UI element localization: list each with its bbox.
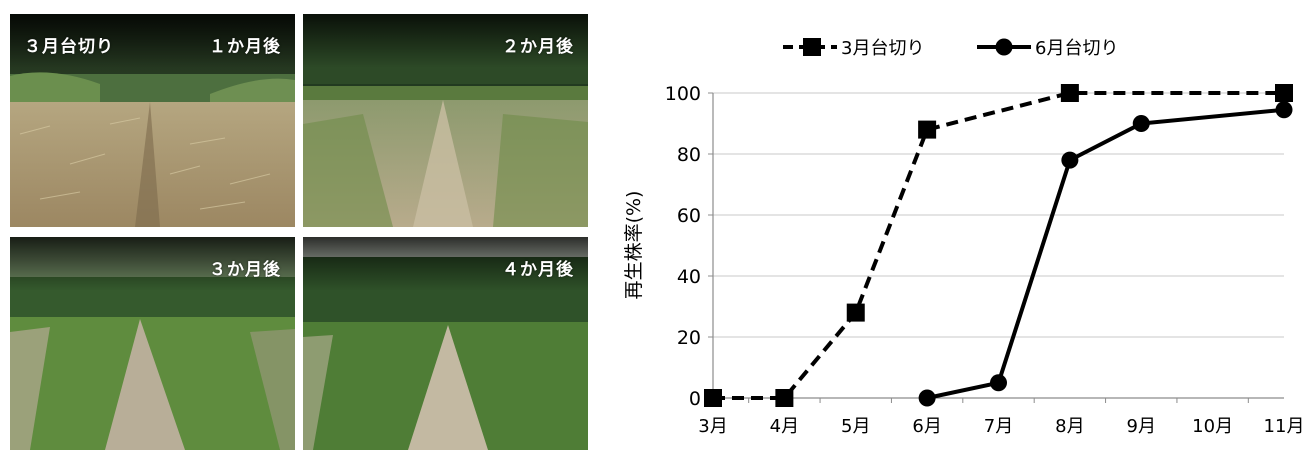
- photo-3-months: ３か月後: [10, 237, 295, 450]
- series-line: [713, 91, 1284, 400]
- grid-lines: [713, 92, 1284, 338]
- y-tick-label: 20: [677, 327, 701, 349]
- data-point-circle: [1132, 115, 1150, 132]
- x-tick-label: 5月: [841, 416, 870, 437]
- y-tick-labels: 0 20 40 60 80 100: [665, 83, 713, 410]
- legend-label: 3月台切り: [841, 38, 924, 59]
- x-tick-label: 3月: [698, 416, 727, 437]
- x-tick-label: 7月: [984, 416, 1013, 437]
- data-point-circle: [990, 374, 1007, 392]
- data-point-square: [775, 389, 794, 407]
- y-tick-label: 40: [677, 266, 701, 288]
- photo-2-months: ２か月後: [303, 14, 588, 227]
- x-tick-label: 11月: [1264, 416, 1304, 437]
- chart-svg: 0 20 40 60 80 100 3月 4月 5月 6月 7月 8月 9月 10月 11月 再生株率(%…: [623, 38, 1304, 437]
- y-tick-label: 100: [665, 83, 701, 105]
- caption-shade: [303, 237, 588, 291]
- data-point-square: [918, 120, 937, 139]
- x-tick-label: 9月: [1127, 416, 1156, 437]
- series-layer: [704, 84, 1293, 407]
- photo-label-elapsed: １か月後: [209, 37, 281, 57]
- data-point-square: [704, 389, 722, 407]
- legend-item: 6月台切り: [977, 38, 1118, 59]
- y-axis-label: 再生株率(%): [623, 191, 645, 300]
- y-tick-label: 0: [689, 388, 701, 410]
- series-line: [926, 107, 1285, 400]
- x-tick-labels: 3月 4月 5月 6月 7月 8月 9月 10月 11月: [698, 398, 1304, 437]
- photo-label-elapsed: ３か月後: [209, 260, 281, 280]
- photo-label-cut-march: ３月台切り: [24, 37, 114, 57]
- photo-grid: ３月台切り １か月後 ２か月後: [8, 12, 588, 450]
- regrowth-chart: 0 20 40 60 80 100 3月 4月 5月 6月 7月 8月 9月 10月 11月 再生株率(%…: [600, 0, 1304, 445]
- caption-shade: [10, 14, 295, 68]
- legend-label: 6月台切り: [1035, 38, 1118, 59]
- photo-4-months: ４か月後: [303, 237, 588, 450]
- legend-marker-circle: [995, 38, 1013, 56]
- photo-label-elapsed: ４か月後: [502, 260, 574, 280]
- data-point-square: [846, 303, 865, 322]
- x-tick-label: 4月: [770, 416, 799, 437]
- photo-1-month: ３月台切り １か月後: [10, 14, 295, 227]
- data-point-circle: [1061, 151, 1079, 169]
- x-tick-label: 10月: [1192, 416, 1233, 437]
- series-2: [918, 101, 1293, 407]
- data-point-square: [1060, 84, 1079, 102]
- series-1: [704, 84, 1293, 407]
- caption-shade: [303, 14, 588, 68]
- caption-shade: [10, 237, 295, 291]
- legend-marker-square: [803, 38, 821, 56]
- y-tick-label: 80: [677, 144, 701, 166]
- y-tick-label: 60: [677, 205, 701, 227]
- data-point-circle: [1275, 101, 1293, 119]
- photo-label-elapsed: ２か月後: [502, 37, 574, 57]
- legend-item: 3月台切り: [783, 38, 924, 59]
- x-tick-label: 6月: [912, 416, 941, 437]
- x-tick-label: 8月: [1055, 416, 1084, 437]
- data-point-circle: [918, 389, 936, 407]
- data-point-square: [1275, 84, 1293, 102]
- legend: 3月台切り 6月台切り: [783, 38, 1118, 59]
